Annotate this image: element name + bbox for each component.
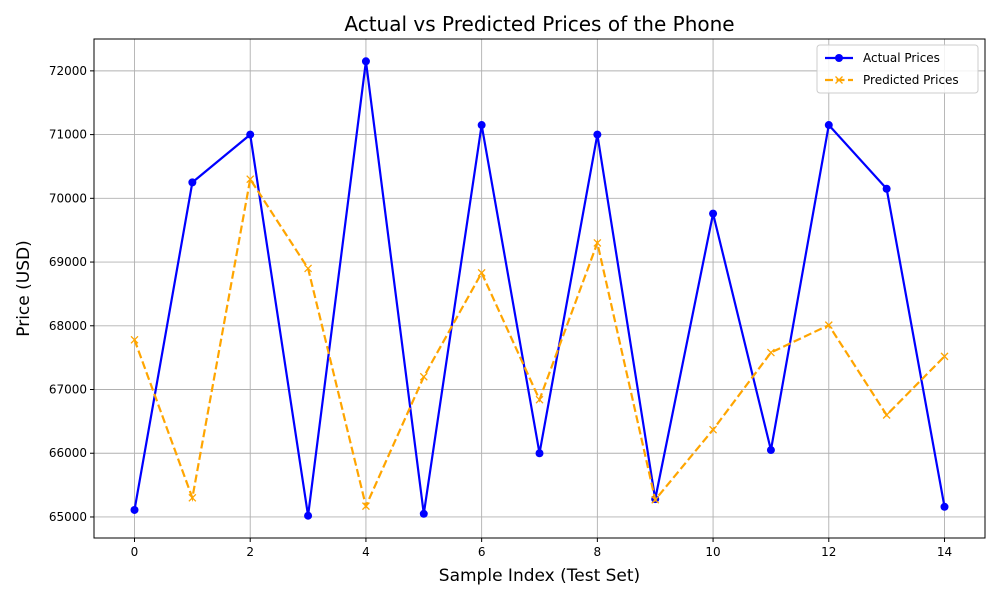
series-group [130, 57, 949, 520]
legend-label: Predicted Prices [863, 73, 959, 87]
legend-box [816, 44, 979, 94]
series-actual [130, 57, 949, 520]
plot-frame [93, 38, 986, 539]
legend-marker [835, 76, 843, 84]
data-point [477, 268, 486, 277]
legend-marker [835, 54, 843, 62]
data-point [940, 502, 949, 511]
data-point [882, 411, 891, 419]
data-point [709, 209, 718, 218]
data-point [188, 493, 197, 502]
chart-title: Actual vs Predicted Prices of the Phone [344, 12, 734, 36]
data-point [882, 184, 891, 193]
data-point [766, 348, 775, 357]
x-axis-label: Sample Index (Test Set) [439, 566, 640, 586]
data-point [304, 264, 313, 273]
x-tick-label: 4 [362, 545, 370, 559]
y-axis: 65000 66000 67000 68000 69000 70000 71000 72000 [49, 64, 94, 524]
y-tick-label: 66000 [49, 446, 87, 460]
y-tick-label: 70000 [49, 191, 87, 205]
y-tick-label: 71000 [49, 128, 87, 142]
legend-label: Actual Prices [863, 51, 940, 65]
data-point [824, 121, 833, 130]
data-point [593, 238, 602, 247]
y-tick-label: 67000 [49, 383, 87, 397]
legend-item: Actual Prices [825, 51, 940, 65]
y-tick-label: 69000 [49, 255, 87, 269]
data-point [535, 395, 544, 404]
x-tick-label: 10 [705, 545, 720, 559]
data-point [246, 175, 255, 184]
legend-item: Predicted Prices [825, 73, 959, 87]
x-tick-label: 14 [937, 545, 952, 559]
legend: Actual Prices Predicted Prices [816, 44, 979, 94]
data-point [593, 130, 602, 139]
data-point [188, 178, 197, 187]
y-axis-label: Price (USD) [14, 240, 34, 336]
x-tick-label: 2 [246, 545, 254, 559]
series-line [133, 61, 946, 516]
data-point [651, 495, 660, 504]
data-point [940, 352, 949, 361]
data-point [419, 372, 428, 381]
series-predicted [130, 175, 949, 511]
x-axis: 0 2 4 6 8 10 12 14 [131, 538, 952, 559]
grid [94, 39, 985, 538]
data-point [361, 502, 370, 511]
data-point [535, 449, 544, 458]
data-point [766, 446, 775, 455]
y-tick-label: 65000 [49, 510, 87, 524]
data-point [130, 335, 139, 344]
data-point [477, 121, 486, 130]
data-point [246, 130, 255, 139]
data-point [824, 321, 833, 330]
data-point [361, 57, 370, 66]
y-tick-label: 68000 [49, 319, 87, 333]
y-tick-label: 72000 [49, 64, 87, 78]
x-tick-label: 0 [131, 545, 139, 559]
data-point [304, 511, 313, 520]
data-point [419, 509, 428, 518]
x-tick-label: 8 [594, 545, 602, 559]
x-tick-label: 6 [478, 545, 486, 559]
data-point [709, 425, 718, 434]
data-point [130, 505, 139, 514]
x-tick-label: 12 [821, 545, 836, 559]
